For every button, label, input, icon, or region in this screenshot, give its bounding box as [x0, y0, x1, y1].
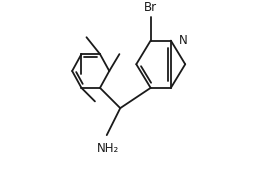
Text: Br: Br: [144, 1, 157, 14]
Text: NH₂: NH₂: [97, 142, 120, 155]
Text: N: N: [179, 34, 187, 47]
